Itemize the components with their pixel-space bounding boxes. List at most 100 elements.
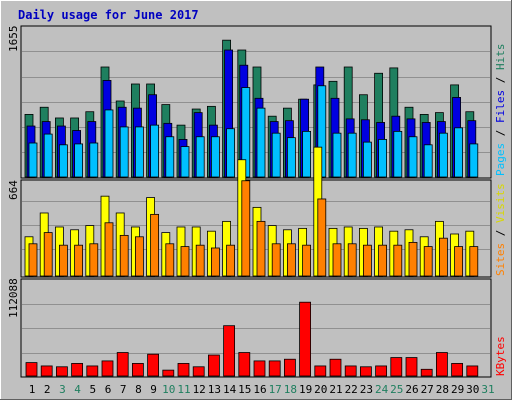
day-label-6: 6: [105, 383, 112, 396]
chart-title: Daily usage for June 2017: [18, 8, 199, 22]
bar-sites-day-21: [332, 243, 342, 277]
legend-kbytes: KBytes: [494, 336, 507, 376]
bar-kbytes-day-26: [405, 357, 418, 377]
legend-sep-2: /: [494, 70, 507, 90]
bar-kbytes-day-12: [192, 366, 205, 377]
bar-pages-day-5: [89, 142, 99, 178]
bar-kbytes-day-16: [253, 360, 266, 377]
bar-pages-day-7: [119, 126, 129, 178]
bar-pages-day-13: [210, 136, 220, 178]
bar-sites-day-13: [210, 247, 220, 277]
bar-sites-day-6: [104, 222, 114, 277]
bar-sites-day-25: [393, 244, 403, 277]
legend-files: Files: [494, 90, 507, 123]
bar-pages-day-28: [438, 132, 448, 178]
day-label-19: 19: [299, 383, 312, 396]
bar-sites-day-1: [28, 243, 38, 277]
day-label-5: 5: [89, 383, 96, 396]
day-label-27: 27: [421, 383, 434, 396]
bar-sites-day-3: [59, 244, 68, 277]
bar-pages-day-10: [165, 136, 175, 178]
bar-pages-day-9: [150, 124, 160, 178]
legend-middle: Sites / Visits: [494, 183, 507, 276]
bar-kbytes-day-21: [329, 358, 342, 377]
legend-hits: Hits: [494, 44, 507, 71]
day-label-12: 12: [193, 383, 206, 396]
day-label-30: 30: [466, 383, 479, 396]
bar-kbytes-day-23: [359, 366, 372, 377]
bar-sites-day-2: [43, 232, 53, 277]
bar-sites-day-12: [195, 244, 205, 277]
bar-pages-day-8: [134, 126, 144, 178]
legend-sep-1: /: [494, 123, 507, 143]
bar-sites-day-23: [362, 244, 372, 277]
day-label-24: 24: [375, 383, 389, 396]
day-label-3: 3: [59, 383, 66, 396]
day-label-7: 7: [120, 383, 127, 396]
day-label-21: 21: [329, 383, 342, 396]
bar-kbytes-day-13: [207, 354, 220, 377]
top-max-label: 1655: [7, 26, 20, 53]
bar-sites-day-22: [347, 243, 357, 277]
mid-max-label: 664: [7, 180, 20, 200]
bar-sites-day-10: [165, 243, 175, 277]
bar-kbytes-day-28: [435, 352, 448, 377]
day-label-15: 15: [238, 383, 251, 396]
bar-sites-day-26: [408, 241, 418, 277]
bar-sites-day-17: [271, 243, 281, 277]
bar-sites-day-15: [241, 180, 251, 277]
bar-pages-day-22: [347, 132, 357, 178]
bar-sites-day-4: [74, 244, 83, 277]
bar-sites-day-27: [423, 246, 433, 277]
bar-sites-day-18: [286, 243, 296, 277]
bar-sites-day-16: [256, 220, 266, 277]
bar-kbytes-day-18: [283, 358, 296, 377]
bar-kbytes-day-7: [116, 352, 129, 377]
bar-kbytes-day-1: [25, 362, 38, 377]
bar-kbytes-day-2: [40, 365, 53, 377]
day-labels: 1 2 3 4 5 6 7 8 9 10 11 12 13 14 15 16 17 18 19 20 21 22 23 24 2…: [29, 383, 495, 396]
bar-pages-day-21: [332, 132, 342, 178]
bar-kbytes-day-30: [466, 365, 479, 377]
day-label-16: 16: [253, 383, 266, 396]
bar-pages-day-6: [104, 109, 114, 178]
bar-kbytes-day-24: [375, 365, 388, 377]
day-label-28: 28: [436, 383, 449, 396]
day-label-14: 14: [223, 383, 237, 396]
legend-top: Pages / Files / Hits: [494, 44, 507, 177]
bar-pages-day-19: [302, 130, 312, 178]
bottom-max-label: 112088: [7, 278, 20, 318]
legend-pages: Pages: [494, 143, 507, 176]
bar-pages-day-12: [195, 136, 205, 178]
bar-pages-day-29: [454, 127, 464, 178]
bar-kbytes-day-27: [420, 368, 433, 377]
bar-kbytes-day-11: [177, 363, 190, 377]
bar-sites-day-30: [469, 246, 479, 277]
bars: [24, 39, 479, 377]
legend-visits: Visits: [494, 183, 507, 223]
day-label-29: 29: [451, 383, 464, 396]
legend-sep-3: /: [494, 223, 507, 243]
day-label-23: 23: [360, 383, 373, 396]
day-label-17: 17: [269, 383, 282, 396]
bar-kbytes-day-14: [223, 325, 236, 377]
bar-kbytes-day-6: [101, 360, 114, 377]
bar-pages-day-2: [43, 133, 53, 178]
bar-sites-day-8: [134, 236, 144, 277]
day-label-9: 9: [150, 383, 157, 396]
day-label-25: 25: [390, 383, 403, 396]
bar-pages-day-11: [180, 146, 190, 178]
day-label-22: 22: [345, 383, 358, 396]
bar-kbytes-day-20: [314, 365, 327, 377]
bar-sites-day-19: [302, 244, 312, 277]
bar-sites-day-5: [89, 243, 99, 277]
bar-kbytes-day-25: [390, 357, 403, 377]
legend-sites: Sites: [494, 243, 507, 276]
bar-pages-day-26: [408, 136, 418, 178]
bar-pages-day-16: [256, 107, 266, 178]
bar-pages-day-27: [423, 144, 433, 178]
day-label-13: 13: [208, 383, 221, 396]
day-label-18: 18: [284, 383, 297, 396]
